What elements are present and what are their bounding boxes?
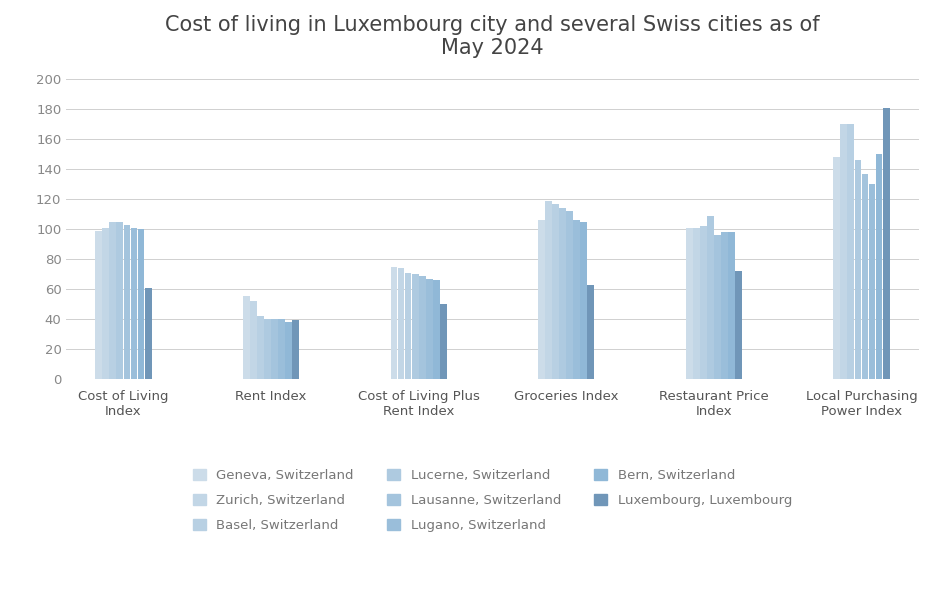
Bar	[538, 220, 545, 379]
Bar	[412, 274, 419, 379]
Bar	[840, 124, 848, 379]
Bar	[243, 296, 250, 379]
Bar	[573, 220, 581, 379]
Bar	[278, 319, 285, 379]
Bar	[145, 288, 152, 379]
Bar	[116, 222, 123, 379]
Bar	[123, 225, 131, 379]
Legend: Geneva, Switzerland, Zurich, Switzerland, Basel, Switzerland, Lucerne, Switzerla: Geneva, Switzerland, Zurich, Switzerland…	[192, 469, 793, 532]
Bar	[426, 279, 433, 379]
Bar	[700, 226, 706, 379]
Bar	[552, 203, 559, 379]
Bar	[693, 228, 700, 379]
Bar	[271, 319, 278, 379]
Bar	[398, 268, 404, 379]
Bar	[102, 228, 109, 379]
Bar	[96, 230, 102, 379]
Bar	[250, 301, 257, 379]
Bar	[404, 273, 412, 379]
Bar	[848, 124, 854, 379]
Bar	[566, 211, 573, 379]
Bar	[581, 222, 587, 379]
Bar	[433, 280, 439, 379]
Bar	[714, 235, 721, 379]
Bar	[862, 174, 868, 379]
Bar	[110, 222, 116, 379]
Bar	[721, 232, 728, 379]
Bar	[560, 208, 566, 379]
Bar	[264, 319, 271, 379]
Bar	[131, 228, 137, 379]
Bar	[137, 229, 145, 379]
Bar	[833, 157, 840, 379]
Bar	[390, 266, 398, 379]
Bar	[854, 160, 862, 379]
Bar	[883, 108, 889, 379]
Bar	[735, 271, 742, 379]
Title: Cost of living in Luxembourg city and several Swiss cities as of
May 2024: Cost of living in Luxembourg city and se…	[165, 15, 820, 59]
Bar	[257, 316, 264, 379]
Bar	[868, 185, 875, 379]
Bar	[686, 228, 692, 379]
Bar	[285, 322, 292, 379]
Bar	[587, 285, 595, 379]
Bar	[293, 320, 299, 379]
Bar	[728, 232, 735, 379]
Bar	[706, 216, 714, 379]
Bar	[419, 276, 425, 379]
Bar	[876, 154, 883, 379]
Bar	[439, 304, 447, 379]
Bar	[545, 200, 552, 379]
